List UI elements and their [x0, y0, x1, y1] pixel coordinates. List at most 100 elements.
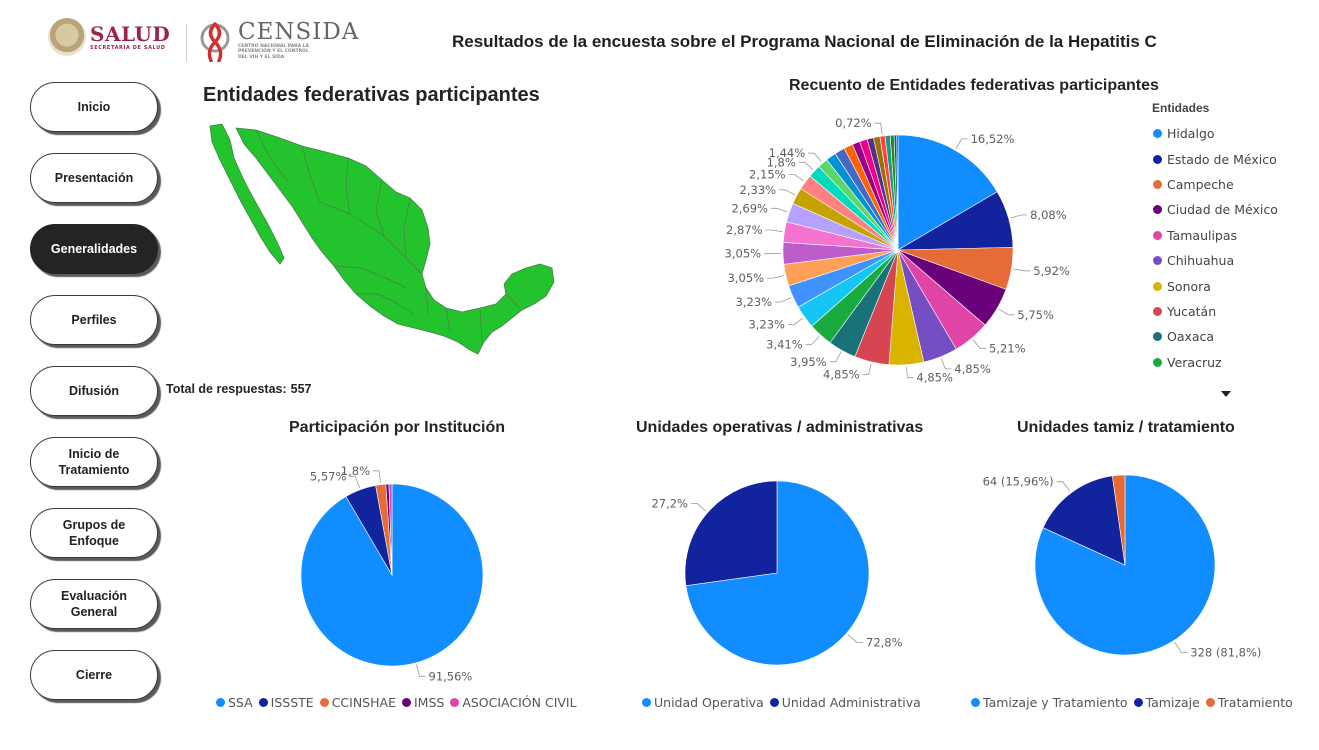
state-border: [479, 307, 483, 343]
nav-button-inicio[interactable]: Inicio: [30, 82, 158, 132]
data-label: 3,41%: [766, 338, 803, 352]
data-label: 3,23%: [748, 318, 785, 332]
pie-slice-tamizaje[interactable]: [1042, 475, 1126, 566]
legend-title-entidades: Entidades: [1152, 101, 1210, 115]
data-label: 91,56%: [429, 669, 473, 683]
legend-unidades: Unidad Operativa Unidad Administrativa: [642, 695, 927, 710]
pie-chart-institucion[interactable]: 91,56% 5,57%1,8%: [250, 445, 580, 685]
legend-item-unidad-administrativa[interactable]: Unidad Administrativa: [769, 695, 921, 710]
pie-slice-32[interactable]: [896, 134, 899, 251]
data-label-leader: [788, 317, 804, 326]
total-responses: Total de respuestas: 557: [166, 382, 312, 396]
legend-institucion: SSA ISSSTE CCINSHAE IMSS ASOCIACIÓN CIVIL: [216, 695, 583, 710]
data-label: 3,23%: [736, 295, 773, 309]
pie-data-labels: 72,8% 27,2%: [651, 496, 902, 649]
state-border: [356, 293, 415, 315]
pie-data-labels: 328 (81,8%) 64 (15,96%): [983, 475, 1262, 660]
legend-item-estado-de-mexico[interactable]: Estado de México: [1153, 146, 1278, 171]
data-label: 0,72%: [835, 116, 872, 130]
data-label-leader: [771, 207, 788, 213]
legend-item-sonora[interactable]: Sonora: [1153, 273, 1278, 298]
legend-label: CCINSHAE: [331, 695, 396, 710]
nav-button-perfiles[interactable]: Perfiles: [30, 295, 158, 345]
legend-swatch: [319, 698, 329, 707]
mexico-map[interactable]: [200, 118, 560, 368]
nav-button-cierre[interactable]: Cierre: [30, 650, 158, 700]
header-logos: SALUD SECRETARÍA DE SALUD CENSIDA CENTRO…: [48, 18, 368, 68]
map-title: Entidades federativas participantes: [203, 84, 540, 106]
pie-slice-tratamiento[interactable]: [1112, 474, 1126, 566]
legend-swatch: [769, 698, 779, 707]
data-label: 2,33%: [740, 183, 777, 197]
pie-slice-hidalgo[interactable]: [897, 134, 998, 251]
pie-slice-unidad-administrativa[interactable]: [684, 480, 778, 587]
pie-chart-tamiz[interactable]: 328 (81,8%) 64 (15,96%): [980, 445, 1300, 685]
legend-item-tratamiento[interactable]: Tratamiento: [1205, 695, 1293, 710]
pie-chart-entidades[interactable]: 16,52%8,08%5,92%5,75%5,21%4,85%4,85%4,85…: [720, 100, 1150, 400]
state-border: [445, 307, 451, 333]
legend-swatch: [1205, 698, 1215, 707]
legend-item-ssa[interactable]: SSA: [216, 695, 253, 710]
legend-item-oaxaca[interactable]: Oaxaca: [1153, 324, 1278, 349]
red-ribbon-icon: [198, 18, 232, 63]
legend-label: Chihuahua: [1167, 253, 1235, 269]
legend-scroll-down-icon[interactable]: [1221, 391, 1231, 397]
map-region-mainland[interactable]: [235, 127, 555, 355]
legend-swatch: [642, 698, 651, 707]
data-label: 3,05%: [725, 247, 762, 261]
data-label: 27,2%: [651, 496, 688, 510]
legend-swatch: [1153, 230, 1162, 240]
pie-slice-asociacion-civil[interactable]: [388, 483, 393, 576]
pie-slices: [684, 480, 870, 666]
nav-button-grupos-enfoque[interactable]: Grupos de Enfoque: [30, 508, 158, 558]
legend-label: IMSS: [413, 695, 445, 710]
data-label: 4,85%: [823, 368, 860, 382]
legend-item-tamizaje-y-tratamiento[interactable]: Tamizaje y Tratamiento: [971, 695, 1128, 710]
legend-item-unidad-operativa[interactable]: Unidad Operativa: [642, 695, 764, 710]
nav-button-inicio-tratamiento[interactable]: Inicio de Tratamiento: [30, 437, 158, 487]
data-label-leader: [829, 352, 842, 363]
legend-item-issste[interactable]: ISSSTE: [258, 695, 314, 710]
pie-chart-unidades[interactable]: 72,8% 27,2%: [628, 445, 928, 685]
legend-item-asociacion-civil[interactable]: ASOCIACIÓN CIVIL: [450, 695, 577, 710]
pie-data-labels: 91,56% 5,57%1,8%: [310, 464, 473, 684]
legend-item-imss[interactable]: IMSS: [401, 695, 445, 710]
total-responses-value: 557: [290, 382, 312, 396]
map-region-baja-california[interactable]: [209, 123, 285, 265]
data-label-leader: [767, 275, 784, 279]
legend-label: Campeche: [1167, 176, 1234, 192]
salud-logo-text: SALUD: [90, 22, 171, 46]
legend-item-ccinshae[interactable]: CCINSHAE: [319, 695, 396, 710]
nav-button-difusion[interactable]: Difusión: [30, 366, 158, 416]
legend-swatch: [1153, 179, 1162, 189]
data-label-leader: [940, 358, 952, 370]
data-label-leader: [1056, 481, 1071, 492]
legend-label: Unidad Administrativa: [781, 695, 921, 710]
data-label-leader: [775, 297, 792, 303]
legend-item-chihuahua[interactable]: Chihuahua: [1153, 248, 1278, 273]
legend-item-campeche[interactable]: Campeche: [1153, 172, 1278, 197]
data-label-leader: [373, 470, 381, 483]
legend-item-veracruz[interactable]: Veracruz: [1153, 350, 1278, 375]
legend-item-hidalgo[interactable]: Hidalgo: [1153, 121, 1278, 146]
nav-button-presentacion[interactable]: Presentación: [30, 153, 158, 203]
pie-slices: [1034, 474, 1216, 656]
censida-logo-subtext: CENTRO NACIONAL PARA LA PREVENCIÓN Y EL …: [238, 43, 310, 60]
data-label: 2,15%: [749, 168, 786, 182]
legend-item-tamizaje[interactable]: Tamizaje: [1133, 695, 1200, 710]
data-label: 4,85%: [954, 362, 991, 376]
state-border: [319, 201, 423, 275]
legend-label: SSA: [228, 695, 253, 710]
legend-item-ciudad-de-mexico[interactable]: Ciudad de México: [1153, 197, 1278, 222]
nav-button-evaluacion-general[interactable]: Evaluación General: [30, 579, 158, 629]
legend-item-tamaulipas[interactable]: Tamaulipas: [1153, 223, 1278, 248]
nav-button-generalidades[interactable]: Generalidades: [30, 224, 158, 274]
data-label-leader: [788, 174, 804, 182]
pie-slice-unidad-operativa[interactable]: [685, 480, 870, 666]
legend-item-yucatan[interactable]: Yucatán: [1153, 299, 1278, 324]
data-label: 1,8%: [767, 155, 796, 169]
data-label-leader: [765, 229, 783, 233]
data-label: 328 (81,8%): [1190, 646, 1261, 660]
chart-title-unidades: Unidades operativas / administrativas: [636, 419, 924, 436]
data-label: 72,8%: [866, 636, 903, 650]
